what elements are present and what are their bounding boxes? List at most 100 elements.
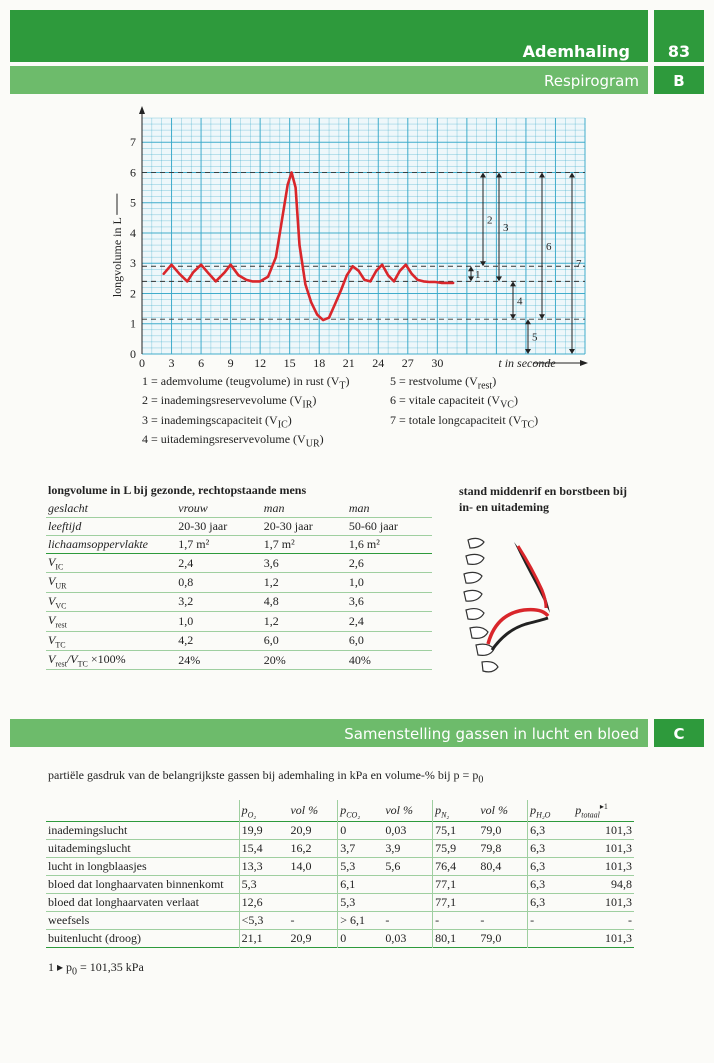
gas-table-cell: 0,03: [385, 823, 407, 838]
x-tick-label: 21: [343, 356, 355, 370]
y-tick-label: 3: [130, 256, 136, 270]
legend-item-2: 2 = inademingsreservevolume (VIR): [142, 393, 317, 411]
y-tick-label: 7: [130, 135, 136, 149]
gas-table-cell: [478, 876, 527, 894]
spine-illustration: [463, 537, 499, 673]
y-axis-arrow: [139, 106, 145, 114]
gas-table-header: vol %: [290, 803, 319, 818]
gas-table-cell: 5,6: [385, 859, 401, 874]
gas-table-cell: -: [385, 913, 390, 928]
lung-table-row: VUR 0,8 1,2 1,0: [46, 573, 432, 593]
marker-arrow-top-1: [468, 266, 474, 272]
lung-table-head-cell: lichaamsoppervlakte: [48, 537, 148, 551]
legend-item-5: 5 = restvolume (Vrest): [390, 374, 497, 392]
marker-arrow-top-3: [496, 172, 502, 178]
gas-table-row-label: weefsels: [48, 913, 90, 928]
gas-table-row-label: uitademingslucht: [48, 841, 131, 856]
legend-item-4: 4 = uitademingsreservevolume (VUR): [142, 432, 324, 450]
x-tick-label: 12: [254, 356, 266, 370]
gas-table-cell: 20,9: [290, 931, 312, 946]
marker-label-1: 1: [475, 269, 481, 281]
section-c-letter-box: [654, 719, 704, 747]
lung-table-cell: 0,8: [178, 575, 194, 590]
lung-table-symbol: Vrest/VTC ×100%: [48, 651, 126, 669]
legend-item-3: 3 = inademingscapaciteit (VIC): [142, 412, 292, 431]
lung-table-symbol: VUR: [48, 574, 67, 591]
diaphragm-sternum-figure: [463, 537, 550, 673]
lung-table-row: VVC 3,2 4,8 3,6: [46, 592, 432, 612]
x-tick-label: 9: [228, 356, 234, 370]
section-c-letter: C: [673, 725, 685, 743]
legend-item-1: 1 = ademvolume (teugvolume) in rust (VT): [142, 374, 350, 392]
lung-table-head-cell: 20-30 jaar: [263, 519, 313, 533]
x-tick-label: 6: [198, 356, 204, 370]
sternum-black: [514, 542, 550, 613]
gas-table-cell: 21,1: [238, 929, 289, 948]
diaphragm-red: [486, 607, 550, 645]
x-tick-label: 18: [313, 356, 325, 370]
marker-arrow-bottom-3: [496, 276, 502, 282]
gas-table-cell: 5,3: [337, 857, 384, 876]
x-tick-label: 0: [139, 356, 145, 370]
gas-table-cell: 0: [337, 821, 384, 840]
gas-table-cell: 12,6: [238, 893, 289, 912]
grid-background: [142, 118, 585, 354]
section-c-title: Samenstelling gassen in lucht en bloed: [344, 725, 639, 743]
gas-table-header: vol %: [480, 803, 508, 818]
lung-table-head-cell: 1,7 m²: [178, 537, 210, 551]
lung-table-head-cell: geslacht: [48, 501, 88, 515]
footnote: 1 ▸ p0 = 101,35 kPa: [48, 960, 144, 978]
section-c-bar: [10, 719, 648, 747]
y-tick-label: 5: [130, 196, 136, 210]
lung-table-row: VIC 2,4 3,6 2,6: [46, 554, 432, 573]
gas-table-header: pH₂O: [527, 800, 574, 822]
marker-label-2: 2: [487, 214, 493, 226]
lung-table-cell: 6,0: [348, 633, 364, 648]
lung-table-cell: 3,6: [263, 555, 279, 570]
gas-table-cell: [383, 894, 432, 912]
gas-table-cell: 20,9: [290, 823, 312, 838]
gas-table-cell: 79,0: [480, 931, 502, 946]
gas-table-cell: 101,3: [605, 931, 632, 946]
lung-table-head-cell: vrouw: [178, 501, 208, 515]
gas-table-row: buitenlucht (droog) 21,1 20,9 0 0,03 80,1 79,0…: [46, 929, 634, 948]
x-tick-label: 24: [372, 356, 384, 370]
gas-table-cell: <5,3: [238, 911, 289, 930]
lung-table-head-cell: man: [348, 501, 370, 515]
gas-table-cell: 19,9: [238, 821, 289, 840]
gas-table-cell: -: [432, 911, 479, 930]
lung-table-cell: 3,6: [348, 594, 364, 609]
x-axis-label: t in seconde: [498, 356, 556, 370]
marker-label-7: 7: [576, 258, 582, 270]
gas-table-cell: 77,1: [432, 875, 479, 894]
x-axis-arrow: [580, 360, 588, 366]
gas-table-cell: 101,3: [605, 841, 632, 856]
gas-table-row-label: bloed dat longhaarvaten verlaat: [48, 895, 199, 910]
gas-table-cell: 6,3: [527, 893, 574, 912]
lung-table-cell: 24%: [178, 652, 201, 667]
y-tick-label: 0: [130, 347, 136, 361]
gas-table-cell: 6,3: [527, 875, 574, 894]
gas-table-row: bloed dat longhaarvaten verlaat 12,6 5,3 77…: [46, 893, 634, 912]
page-number-box: [654, 10, 704, 62]
gas-pressure-table: pO₂ vol % pCO₂ vol % pN₂ vol % pH₂O ptotaal▸1 in…: [46, 800, 634, 948]
lung-table-cell: 2,4: [178, 555, 194, 570]
lung-table-cell: 2,4: [348, 613, 364, 628]
figure-caption: stand middenrif en borstbeen bij in- en …: [459, 483, 627, 515]
gas-table-header: pN₂: [432, 800, 479, 822]
gas-table-cell: [527, 929, 574, 948]
lung-table-symbol: VTC: [48, 632, 66, 649]
gas-table-cell: [288, 876, 337, 894]
gas-table-cell: 15,4: [238, 839, 289, 858]
gas-table-cell: 0,03: [385, 931, 407, 946]
header-bar: [10, 10, 648, 62]
gas-table-cell: 79,8: [480, 841, 502, 856]
lung-table-head-cell: 20-30 jaar: [178, 519, 228, 533]
x-tick-label: 27: [402, 356, 414, 370]
x-tick-label: 3: [169, 356, 175, 370]
gas-table-row: bloed dat longhaarvaten binnenkomt 5,3 6,1…: [46, 875, 634, 894]
gas-table-cell: 16,2: [290, 841, 312, 856]
lung-table-cell: 2,6: [348, 555, 364, 570]
diaphragm-black: [490, 616, 549, 651]
